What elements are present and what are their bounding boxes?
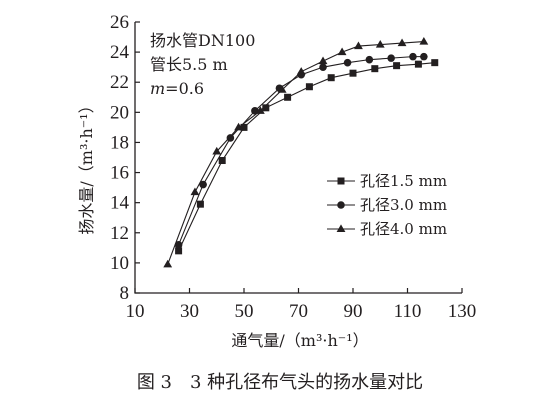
data-point-circle <box>343 58 352 67</box>
annotation-pipe: 扬水管DN100 <box>150 31 255 50</box>
y-tick-label: 12 <box>110 223 129 244</box>
data-point-triangle <box>318 56 328 65</box>
data-point-square <box>349 69 357 77</box>
data-point-square <box>305 83 313 91</box>
data-point-circle <box>337 201 345 209</box>
data-point-triangle <box>296 67 306 75</box>
data-point-triangle <box>397 38 407 47</box>
data-point-triangle <box>277 85 287 93</box>
data-point-triangle <box>190 187 200 196</box>
data-point-circle <box>199 180 207 189</box>
data-point-square <box>393 62 401 70</box>
data-point-square <box>175 247 183 255</box>
x-tick-label: 110 <box>394 301 422 322</box>
data-point-square <box>327 74 335 82</box>
data-point-square <box>196 200 204 208</box>
y-tick-label: 26 <box>110 12 129 33</box>
x-tick-label: 90 <box>344 301 363 322</box>
annotation-m: m=0.6 <box>150 79 204 98</box>
legend-label: 孔径1.5 mm <box>360 172 447 190</box>
y-tick-label: 22 <box>110 72 129 93</box>
annotation-length: 管长5.5 m <box>150 55 228 74</box>
legend: 孔径1.5 mm 孔径3.0 mm 孔径4.0 mm <box>327 172 447 238</box>
x-tick-label: 30 <box>180 301 199 322</box>
y-tick-label: 20 <box>110 102 129 123</box>
y-axis-label: 扬水量/（m³·h⁻¹） <box>77 97 96 234</box>
data-point-square <box>414 60 422 68</box>
x-tick-label: 130 <box>448 301 477 322</box>
data-point-square <box>262 104 270 112</box>
data-point-circle <box>319 63 327 71</box>
data-point-circle <box>387 54 395 62</box>
data-point-circle <box>420 52 428 61</box>
data-point-triangle <box>336 224 346 232</box>
data-point-circle <box>365 55 374 64</box>
x-tick-label: 50 <box>235 301 254 322</box>
data-point-square <box>218 157 226 165</box>
data-point-circle <box>174 241 183 249</box>
y-tick-label: 16 <box>110 163 129 184</box>
x-tick-label: 10 <box>126 301 145 322</box>
y-tick-label: 14 <box>110 193 130 214</box>
figure-caption: 图 3 3 种孔径布气头的扬水量对比 <box>136 372 424 393</box>
data-point-square <box>371 65 379 73</box>
data-point-square <box>431 59 439 67</box>
data-point-circle <box>226 134 235 142</box>
y-tick-label: 10 <box>110 253 129 274</box>
legend-label: 孔径3.0 mm <box>360 196 447 214</box>
data-point-triangle <box>255 106 265 114</box>
legend-label: 孔径4.0 mm <box>360 220 447 238</box>
x-tick-label: 70 <box>289 301 308 322</box>
data-point-square <box>284 93 292 101</box>
data-point-triangle <box>212 146 222 155</box>
y-tick-label: 24 <box>110 42 130 63</box>
y-tick-label: 18 <box>110 132 129 153</box>
data-point-triangle <box>419 36 429 45</box>
data-point-square <box>337 177 345 185</box>
annotations: 扬水管DN100 管长5.5 m m=0.6 <box>150 31 255 98</box>
data-point-triangle <box>234 122 243 131</box>
data-point-triangle <box>354 41 363 50</box>
data-point-triangle <box>163 259 173 268</box>
data-series <box>163 36 439 268</box>
data-point-square <box>240 123 248 131</box>
data-point-triangle <box>337 47 347 56</box>
data-point-triangle <box>375 39 385 48</box>
y-tick-label: 8 <box>120 283 130 304</box>
x-axis-label: 通气量/（m³·h⁻¹） <box>231 331 368 350</box>
data-point-circle <box>409 52 417 61</box>
